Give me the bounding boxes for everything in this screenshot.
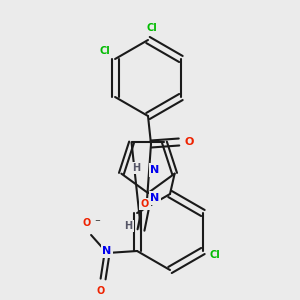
Text: H: H [132, 163, 140, 173]
Text: O: O [83, 218, 91, 228]
Text: N: N [103, 246, 112, 256]
Text: Cl: Cl [100, 46, 110, 56]
Text: O: O [97, 286, 105, 296]
Text: H: H [124, 221, 132, 231]
Text: Cl: Cl [147, 23, 158, 33]
Text: Cl: Cl [209, 250, 220, 260]
Text: −: − [94, 218, 100, 224]
Text: O: O [184, 137, 194, 147]
Text: N: N [150, 193, 160, 203]
Text: N: N [150, 165, 160, 175]
Text: O: O [141, 199, 149, 209]
